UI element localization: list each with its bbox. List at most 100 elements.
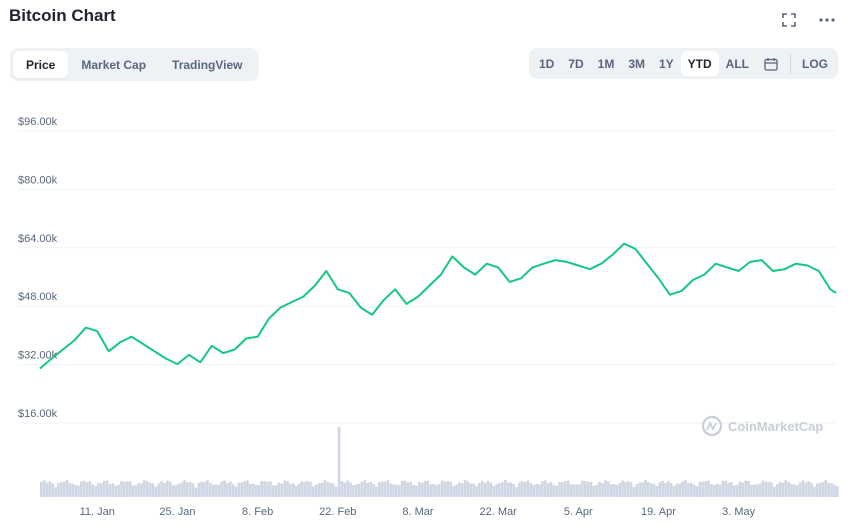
calendar-icon[interactable] xyxy=(756,51,786,76)
volume-bar xyxy=(62,481,66,497)
volume-bar xyxy=(521,481,524,497)
tab-price[interactable]: Price xyxy=(13,51,69,78)
volume-bar xyxy=(781,482,785,497)
volume-bar xyxy=(283,480,286,497)
volume-bar xyxy=(306,481,309,497)
volume-bar xyxy=(188,482,192,497)
volume-bar xyxy=(523,482,527,497)
volume-bar xyxy=(123,481,126,497)
fullscreen-icon[interactable] xyxy=(779,10,799,30)
volume-bar xyxy=(592,485,596,497)
volume-bar xyxy=(312,486,315,497)
volume-bar xyxy=(824,480,828,497)
y-axis-tick-label: $80.00k xyxy=(18,174,58,186)
volume-bar xyxy=(569,484,573,497)
x-axis-tick-label: 3. May xyxy=(722,506,756,518)
volume-bar xyxy=(770,482,773,497)
volume-bar xyxy=(435,485,438,497)
volume-bar xyxy=(174,484,178,497)
volume-bar xyxy=(409,481,412,497)
log-toggle[interactable]: LOG xyxy=(802,56,828,71)
volume-bar xyxy=(606,481,610,497)
range-1m[interactable]: 1M xyxy=(597,56,615,71)
volume-bar xyxy=(194,487,198,497)
volume-bar xyxy=(455,484,458,497)
volume-bar xyxy=(326,481,329,497)
volume-bar xyxy=(60,482,63,497)
range-1y[interactable]: 1Y xyxy=(658,56,674,71)
volume-bar xyxy=(836,486,839,497)
volume-bar xyxy=(784,480,788,497)
volume-bar xyxy=(71,483,75,497)
volume-bar xyxy=(165,480,169,497)
volume-bar xyxy=(120,480,123,497)
volume-bar xyxy=(827,482,831,497)
range-ytd[interactable]: YTD xyxy=(680,51,719,76)
volume-bar xyxy=(438,484,441,497)
volume-bar xyxy=(635,483,639,497)
y-axis-tick-label: $16.00k xyxy=(18,408,58,420)
volume-bar xyxy=(532,485,536,497)
volume-bar xyxy=(701,481,705,497)
tab-market-cap[interactable]: Market Cap xyxy=(81,57,147,72)
tab-tradingview[interactable]: TradingView xyxy=(172,57,243,72)
volume-bar xyxy=(764,481,768,497)
volume-bar xyxy=(555,485,558,497)
volume-bar xyxy=(506,482,510,497)
volume-bar xyxy=(552,484,556,497)
volume-bar xyxy=(397,485,401,497)
range-all[interactable]: ALL xyxy=(725,56,749,71)
y-axis-tick-label: $32.00k xyxy=(18,350,58,362)
range-7d[interactable]: 7D xyxy=(568,56,584,71)
volume-bar xyxy=(309,481,312,497)
divider xyxy=(790,53,791,74)
volume-bar xyxy=(658,482,662,497)
volume-bar xyxy=(661,480,664,497)
volume-bar xyxy=(200,481,203,497)
volume-bar xyxy=(68,483,72,497)
volume-bar xyxy=(604,480,607,497)
top-actions xyxy=(779,10,837,30)
volume-bar xyxy=(91,484,95,497)
volume-bar xyxy=(85,482,89,497)
volume-bar xyxy=(498,483,501,497)
volume-bar xyxy=(807,481,810,497)
volume-bar xyxy=(294,485,298,497)
volume-bar xyxy=(254,485,258,497)
volume-bar xyxy=(463,480,467,497)
range-3m[interactable]: 3M xyxy=(628,56,645,71)
volume-bar xyxy=(140,483,143,497)
volume-bar xyxy=(303,482,307,497)
volume-bar xyxy=(383,481,387,497)
y-axis-tick-label: $96.00k xyxy=(18,116,58,128)
volume-bar xyxy=(352,485,355,497)
volume-bar xyxy=(755,484,759,497)
volume-bar xyxy=(314,484,318,497)
volume-bar xyxy=(718,484,722,497)
volume-bar xyxy=(752,484,756,497)
volume-bar xyxy=(420,482,424,497)
x-axis-tick-label: 19. Apr xyxy=(641,506,676,518)
volume-bar xyxy=(535,484,538,497)
volume-bar xyxy=(151,483,155,497)
range-1d[interactable]: 1D xyxy=(538,56,555,71)
volume-bar xyxy=(214,484,218,497)
volume-bar xyxy=(595,484,599,497)
volume-bar xyxy=(369,481,372,497)
volume-bar xyxy=(518,482,521,497)
volume-bar xyxy=(747,480,750,497)
volume-bar xyxy=(741,482,745,497)
volume-bar xyxy=(334,486,338,497)
volume-bar xyxy=(698,481,702,497)
volume-bar xyxy=(790,483,793,497)
volume-bar xyxy=(48,481,52,497)
volume-bar xyxy=(380,481,384,497)
volume-bar xyxy=(223,480,226,497)
volume-bar xyxy=(644,480,647,497)
y-axis-tick-label: $64.00k xyxy=(18,233,58,245)
volume-bar xyxy=(601,483,604,497)
volume-bar xyxy=(186,482,189,497)
volume-bar xyxy=(664,482,667,497)
more-icon[interactable] xyxy=(817,10,837,30)
